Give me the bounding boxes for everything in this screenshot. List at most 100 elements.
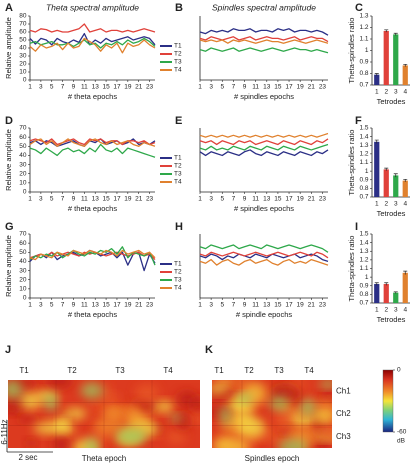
legend-label: T2 [174,51,182,58]
error-bar [374,139,379,144]
x-tick-label: 21 [135,84,143,91]
x-tick-label: 3 [209,84,213,91]
x-tick-label: 1 [375,307,379,314]
x-tick-label: 19 [297,84,305,91]
heatmap-blob [52,436,70,448]
x-axis-label: # theta epochs [68,92,117,101]
x-tick-label: 3 [394,201,398,208]
y-tick-label: 40 [19,45,27,52]
y-tick-label: 1.2 [359,24,368,31]
y-tick-label: 0.9 [359,176,368,183]
y-tick-label: 10 [19,180,27,187]
colorbar-tick-label: -60 [397,429,407,436]
x-tick-label: 7 [232,84,236,91]
chart-title: Theta spectral amplitude [46,2,139,12]
x-tick-label: 11 [81,302,88,309]
x-tick-label: 1 [198,84,202,91]
x-tick-label: 11 [81,196,88,203]
heatmap-blob [220,438,250,448]
column-label: T2 [244,366,254,375]
panel-label: H [175,221,183,233]
colorbar-tick-label: 0 [397,367,401,374]
y-tick-label: 0.8 [359,291,368,298]
heatmap-blob [115,428,148,445]
series-line [29,37,156,49]
x-tick-label: 23 [319,84,327,91]
bar [383,169,389,197]
heatmap-blob [33,421,63,435]
y-tick-label: 0 [23,77,27,84]
x-tick-label: 17 [113,196,121,203]
x-tick-label: 1 [28,84,32,91]
column-label: T4 [163,366,173,375]
y-tick-label: 1.3 [359,142,368,149]
heatmap-blob [149,400,176,413]
series-line [199,143,329,151]
x-tick-label: 4 [403,201,407,208]
bar [374,284,380,303]
heatmap-blob [191,396,200,413]
x-tick-label: 9 [243,302,247,309]
x-tick-label: 3 [394,89,398,96]
x-tick-label: 5 [220,196,224,203]
series-line [199,138,329,146]
y-tick-label: 80 [19,13,27,20]
series-line [29,138,156,147]
x-tick-label: 7 [232,196,236,203]
heatmap-blob [80,382,104,399]
y-axis-label: Theta-spindles ratio [347,18,356,84]
x-tick-label: 7 [61,196,65,203]
y-axis-label: Relative amplitude [4,235,13,297]
heatmap-blob [233,415,251,427]
row-label: Ch1 [336,386,351,395]
series-line [199,253,329,263]
heatmap-blob [228,399,255,415]
legend-label: T1 [174,261,182,268]
y-tick-label: 70 [19,125,27,132]
heatmap-blob [278,439,309,448]
y-tick-label: 60 [19,134,27,141]
x-tick-label: 15 [102,84,110,91]
x-tick-label: 3 [39,302,43,309]
heatmap-blob [314,405,332,425]
x-tick-label: 21 [135,196,143,203]
y-tick-label: 40 [19,152,27,159]
y-tick-label: 1.4 [359,133,368,140]
series-line [29,23,156,33]
y-axis-label: Theta-spindles ratio [347,130,356,196]
y-tick-label: 1.4 [359,239,368,246]
y-axis-label: Relative amplitude [4,17,13,79]
heatmap-blob [140,423,160,436]
y-tick-label: 1.1 [359,36,368,43]
series-line [199,149,329,157]
y-tick-label: 0 [23,295,27,302]
heatmap-blob [19,391,43,410]
panel-label: C [355,2,363,14]
x-axis-label: # spindle epochs [236,310,293,319]
series-line [199,251,329,259]
error-bar [393,173,398,178]
x-tick-label: 21 [308,196,316,203]
panel-label: F [355,115,362,127]
legend-label: T2 [174,269,182,276]
y-tick-label: 0.9 [359,282,368,289]
x-tick-label: 1 [28,196,32,203]
x-tick-label: 11 [252,196,259,203]
y-tick-label: 1.5 [359,231,368,238]
y-axis-label: Theta-spindles ratio [347,236,356,302]
heatmap-blob [86,437,99,448]
heatmap-blob [134,383,160,404]
x-tick-label: 2 [384,89,388,96]
heatmap-blob [319,391,332,400]
heatmap-blob [8,405,22,414]
legend-label: T2 [174,163,182,170]
series-line [29,249,156,261]
y-tick-label: 0.7 [359,194,368,201]
heatmap-blob [235,380,248,387]
y-tick-label: 0.7 [359,82,368,89]
y-tick-label: 20 [19,170,27,177]
x-tick-label: 9 [72,84,76,91]
series-line [199,258,329,266]
x-tick-label: 17 [285,84,293,91]
x-tick-label: 5 [50,84,54,91]
